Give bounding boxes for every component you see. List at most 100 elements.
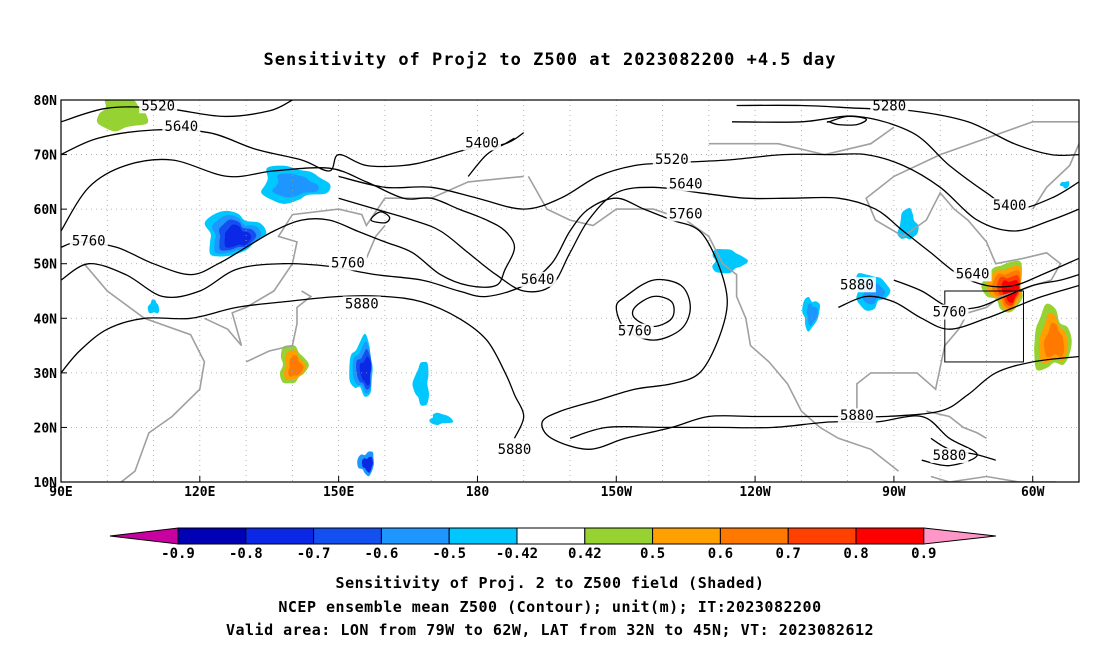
contour-label: 5760	[331, 255, 365, 271]
colorbar-swatch	[584, 527, 654, 545]
contour-label: 5280	[872, 98, 906, 114]
contour-5520-mid	[338, 153, 1079, 232]
caption-line-1: Sensitivity of Proj. 2 to Z500 field (Sh…	[335, 574, 765, 592]
lon-label: 120E	[184, 485, 215, 500]
contour-5880-south	[569, 415, 978, 467]
shade-blue-okhotsk-level-3	[224, 224, 252, 248]
contour-label: 5520	[141, 98, 175, 114]
contour-label: 5760	[72, 234, 106, 250]
colorbar-low-triangle	[109, 527, 179, 545]
lat-label: 60N	[34, 203, 58, 218]
contour-label: 5760	[933, 305, 967, 321]
contour-label-bg	[139, 98, 178, 114]
contour-label-bg	[652, 151, 691, 167]
contour-label-bg	[930, 448, 969, 464]
chart-title: Sensitivity of Proj2 to Z500 at 20230822…	[263, 50, 837, 70]
colorbar-label: -0.6	[365, 546, 399, 562]
contour-label: 5520	[655, 152, 689, 168]
coastline-5	[856, 121, 1079, 417]
contour-label: 5400	[465, 135, 499, 151]
sensitivity-shading	[96, 100, 1072, 477]
lon-label: 150W	[601, 485, 632, 500]
coastline-3	[365, 224, 386, 259]
lon-label: 120W	[739, 485, 770, 500]
coastline-1	[204, 175, 524, 347]
colorbar: -0.9 -0.8 -0.7 -0.6 -0.5 -0.42 0.42 0.5 0.6 0.7 0.…	[109, 527, 996, 562]
contour-label-bg	[930, 304, 969, 320]
coastline-2	[245, 290, 313, 363]
contour-5520-west	[61, 100, 293, 123]
contour-5760-low-inner	[631, 295, 675, 328]
caption-line-2: NCEP ensemble mean Z500 (Contour); unit(…	[278, 598, 822, 616]
contour-5400-east	[731, 115, 1079, 210]
lat-label: 40N	[34, 312, 58, 327]
contour-label: 5880	[345, 296, 379, 312]
colorbar-swatch	[516, 527, 586, 545]
colorbar-label: 0.7	[776, 546, 801, 562]
contour-label-bg	[342, 296, 381, 312]
shade-blue-small-level-0	[147, 299, 160, 314]
colorbar-swatch	[855, 527, 925, 545]
shade-blue-pacific-d-level-1	[361, 456, 373, 473]
shade-blue-pacific-c-level-3	[359, 356, 372, 386]
shade-blue-canada-level-0	[897, 207, 919, 240]
shade-blue-rockies-level-1	[806, 303, 818, 327]
contour-label-bg	[953, 266, 992, 282]
lat-label: 50N	[34, 258, 58, 273]
colorbar-swatch	[448, 527, 518, 545]
contour-5760-low	[615, 278, 691, 341]
contour-label: 5880	[498, 442, 532, 458]
contour-label-bg	[69, 233, 108, 249]
colorbar-swatch	[245, 527, 315, 545]
contour-5640-small	[370, 211, 391, 224]
colorbar-label: 0.9	[911, 546, 936, 562]
shade-blue-greenland-level-0	[1059, 181, 1070, 189]
contour-5880-east	[838, 284, 1079, 330]
contour-label: 5640	[956, 266, 990, 282]
lon-label: 90E	[49, 485, 72, 500]
lat-label: 30N	[34, 367, 58, 382]
contour-label: 5760	[618, 324, 652, 340]
colorbar-swatch	[380, 527, 450, 545]
lon-label: 60W	[1021, 485, 1045, 500]
contour-label-bg	[495, 442, 534, 458]
contour-label: 5640	[164, 119, 198, 135]
contour-label: 5880	[840, 277, 874, 293]
colorbar-label: 0.8	[843, 546, 868, 562]
coastlines	[83, 121, 1079, 482]
contour-label-bg	[666, 176, 705, 192]
colorbar-swatch	[177, 527, 247, 545]
grid-lines	[61, 100, 1079, 482]
contour-label: 5640	[669, 176, 703, 192]
colorbar-label: 0.42	[568, 546, 602, 562]
coastline-8	[1032, 143, 1079, 210]
contour-label-bg	[463, 135, 502, 151]
coastline-7	[930, 475, 1056, 482]
contour-label-bg	[328, 255, 367, 271]
colorbar-swatch	[652, 527, 721, 545]
colorbar-label: -0.7	[297, 546, 331, 562]
contour-label-bg	[162, 119, 201, 135]
lat-label: 80N	[34, 94, 58, 109]
shade-blue-northwest-level-0	[712, 248, 749, 274]
shade-blue-kamchatka-level-1	[272, 173, 319, 198]
shade-blue-pacific-a-level-0	[412, 361, 429, 406]
contour-label: 5880	[933, 448, 967, 464]
contour-label-bg	[870, 98, 909, 114]
contour-5280-inner	[826, 115, 868, 126]
colorbar-label: 0.6	[708, 546, 733, 562]
colorbar-label: -0.9	[161, 546, 195, 562]
contour-label: 5400	[993, 198, 1027, 214]
lon-label: 90W	[882, 485, 906, 500]
contour-5760-east	[893, 273, 1079, 310]
contour-label-bg	[666, 206, 705, 222]
colorbar-swatch	[313, 527, 382, 545]
colorbar-label: -0.42	[496, 546, 538, 562]
caption-line-3: Valid area: LON from 79W to 62W, LAT fro…	[225, 621, 875, 639]
contour-5280	[736, 104, 1079, 157]
coastline-4	[527, 176, 899, 472]
shade-orange-atlantic-level-2	[1043, 322, 1065, 358]
colorbar-swatch	[787, 527, 857, 545]
